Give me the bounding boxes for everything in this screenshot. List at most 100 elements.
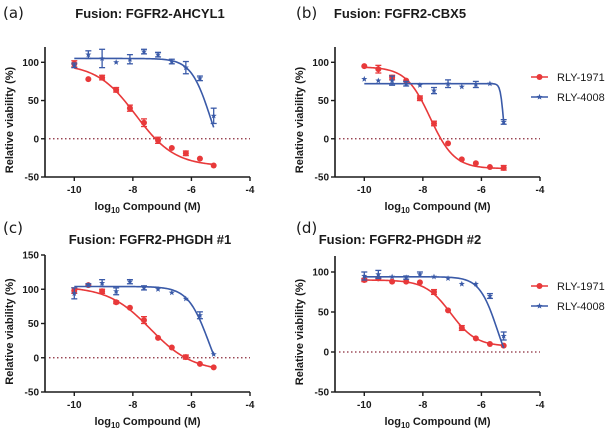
y-tick-label: 0 [33, 134, 39, 145]
series-rly-4008 [361, 269, 507, 349]
panel-b: (b) Fusion: FGFR2-CBX5 -50 0 50 100 -10 -8 -6 -4 l… [294, 4, 605, 215]
data-point [389, 278, 396, 285]
data-point [196, 312, 203, 318]
data-point [500, 118, 507, 125]
x-tick-label: -8 [128, 400, 137, 411]
legend-label: RLY-1971 [557, 72, 605, 84]
y-tick-label: 50 [28, 319, 40, 330]
x-tick-label: -10 [357, 400, 372, 411]
x-axis-label-sub: 10 [401, 206, 410, 215]
panel-c: (c) Fusion: FGFR2-PHGDH #1 -50 0 50 100 150 -10… [3, 219, 255, 428]
y-tick-label: 0 [323, 134, 329, 145]
y-tick-label: 100 [22, 58, 39, 69]
data-point [210, 162, 217, 169]
data-point [196, 360, 203, 367]
data-point [458, 83, 465, 90]
data-point [416, 95, 423, 102]
data-point [486, 80, 493, 87]
data-point [472, 81, 479, 88]
data-point [140, 48, 148, 55]
data-point [155, 286, 162, 292]
x-axis-label-main: log [384, 416, 401, 428]
x-axis-label-main: log [94, 416, 111, 428]
panel-label: (a) [3, 4, 24, 22]
data-point [430, 120, 437, 127]
data-point [403, 274, 410, 281]
data-point [168, 58, 175, 65]
data-point [416, 279, 423, 286]
fit-curve [364, 82, 505, 123]
data-point [416, 82, 423, 88]
y-axis-label: Relative viability (%) [294, 278, 306, 385]
data-point [210, 112, 217, 119]
data-point [155, 51, 162, 58]
y-axis-label: Relative viability (%) [4, 66, 16, 173]
chart-title: Fusion: FGFR2-PHGDH #1 [69, 232, 232, 247]
data-point [361, 75, 368, 82]
fit-curve [364, 66, 504, 170]
fit-curve [74, 67, 214, 166]
data-point [403, 80, 410, 87]
data-point [500, 164, 507, 171]
data-point [445, 275, 452, 281]
data-point [210, 364, 217, 371]
data-point [168, 144, 175, 151]
data-point [140, 284, 148, 291]
data-point [389, 273, 396, 280]
data-point [196, 75, 203, 81]
fit-curve [364, 276, 505, 349]
data-point [85, 281, 92, 288]
chart-title: Fusion: FGFR2-PHGDH #2 [319, 232, 482, 247]
data-point [500, 332, 507, 339]
x-tick-label: -6 [187, 185, 196, 196]
data-point [430, 273, 438, 280]
data-point [445, 307, 452, 314]
x-axis-label: log10 Compound (M) [384, 201, 490, 215]
series-rly-1971 [361, 275, 507, 349]
data-point [140, 317, 147, 324]
data-point [168, 289, 175, 296]
x-axis-label-sub: 10 [111, 206, 120, 215]
data-point [126, 278, 133, 285]
panel-a: (a) Fusion: FGFR2-AHCYL1 -50 0 50 100 -10 -8 -6 -… [3, 4, 255, 215]
data-point [126, 56, 133, 62]
data-point [486, 164, 493, 171]
fit-curve [74, 57, 215, 128]
chart-title: Fusion: FGFR2-AHCYL1 [75, 6, 225, 21]
data-point [140, 119, 147, 126]
x-axis-label-rest: Compound (M) [120, 416, 201, 428]
data-point [472, 160, 479, 167]
x-axis-label-main: log [94, 201, 111, 213]
data-point [375, 66, 382, 73]
x-axis-label: log10 Compound (M) [94, 201, 200, 215]
series-rly-1971 [71, 282, 217, 371]
panel-label: (b) [296, 4, 317, 22]
x-tick-label: -10 [67, 400, 82, 411]
x-tick-label: -10 [67, 185, 82, 196]
data-point [99, 288, 106, 295]
data-point [458, 325, 465, 331]
legend-marker-circle [536, 283, 543, 289]
y-tick-label: 50 [318, 308, 330, 319]
y-axis-label: Relative viability (%) [4, 278, 16, 385]
legend: RLY-1971 RLY-4008 [531, 281, 605, 313]
y-tick-label: 100 [312, 58, 329, 69]
data-point [445, 80, 452, 87]
data-point [99, 279, 106, 286]
x-axis-label-sub: 10 [111, 421, 120, 428]
data-point [430, 87, 438, 94]
series-rly-4008 [71, 48, 217, 128]
data-point [113, 59, 120, 65]
data-point [126, 105, 133, 112]
x-tick-label: -8 [128, 185, 137, 196]
data-point [416, 271, 423, 277]
x-tick-label: -4 [246, 400, 255, 411]
x-tick-label: -4 [536, 185, 545, 196]
data-point [99, 55, 106, 62]
data-point [486, 341, 493, 347]
data-point [155, 334, 162, 341]
data-point [389, 77, 396, 84]
data-point [472, 280, 479, 287]
x-tick-label: -6 [187, 400, 196, 411]
